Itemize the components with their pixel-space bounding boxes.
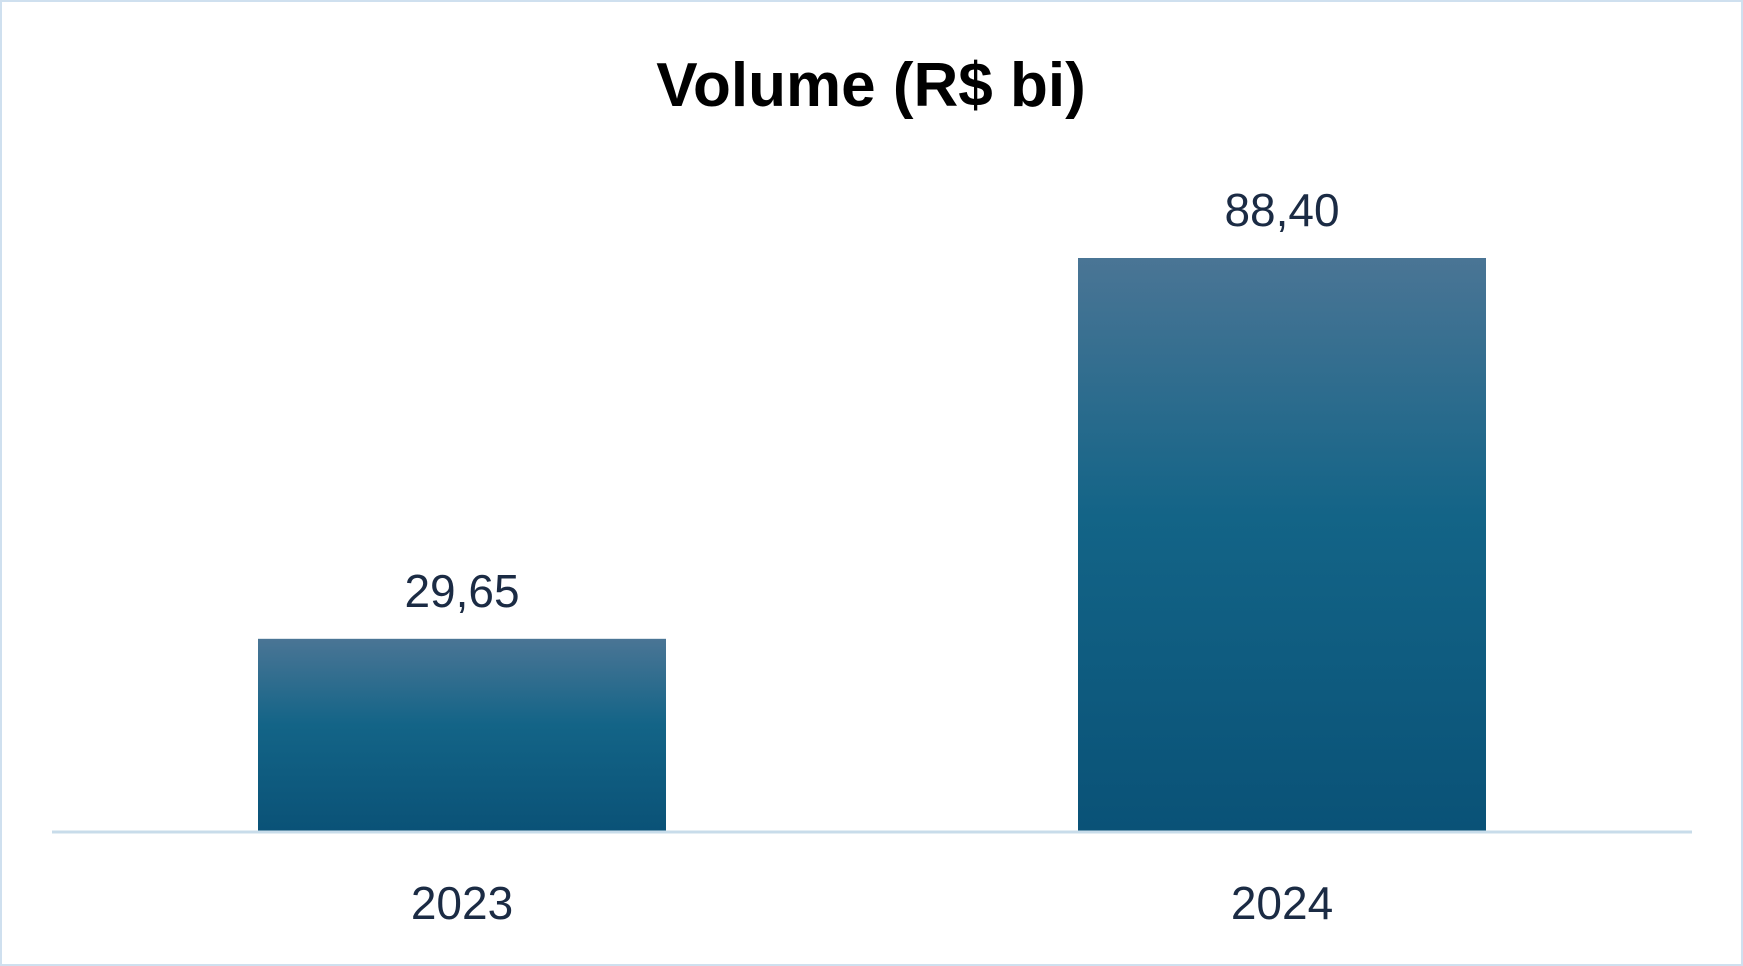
bar-2023: [258, 638, 666, 831]
chart-title: Volume (R$ bi): [656, 51, 1085, 120]
data-label-2023: 29,65: [404, 565, 519, 617]
x-tick-label-2023: 2023: [411, 877, 513, 929]
bar-2024: [1078, 258, 1486, 831]
x-tick-label-2024: 2024: [1231, 877, 1333, 929]
bars-group: 29,65 2023 88,40 2024: [258, 184, 1486, 929]
data-label-2024: 88,40: [1224, 184, 1339, 236]
